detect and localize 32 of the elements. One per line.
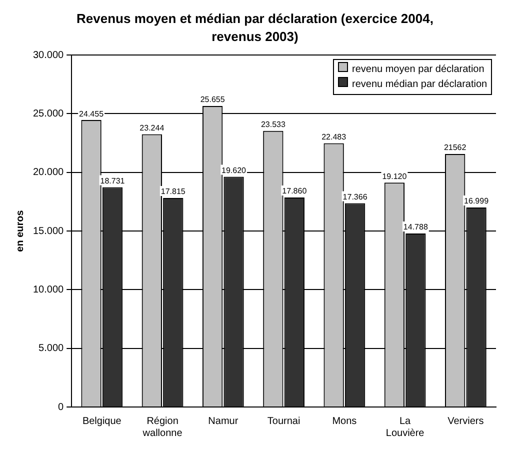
data-label: 16.999 <box>464 196 490 206</box>
y-tick-label: 10.000 <box>32 284 64 296</box>
data-label: 17.815 <box>160 187 186 196</box>
legend-label: revenu moyen par déclaration <box>351 63 486 77</box>
data-label: 22.483 <box>322 132 347 142</box>
x-tick-label: Namur <box>208 416 239 427</box>
data-label: 19.120 <box>382 172 408 181</box>
data-label: 14.788 <box>403 222 428 232</box>
x-tick-label: La Louvière <box>386 416 425 439</box>
data-label: 18.731 <box>100 176 126 186</box>
data-label: 23.533 <box>260 120 286 130</box>
x-tick-label: Mons <box>332 416 357 427</box>
x-tick-label: Belgique <box>82 416 122 427</box>
y-tick-label: 30.000 <box>32 50 64 61</box>
data-label: 24.455 <box>79 109 104 118</box>
data-label: 17.366 <box>342 192 368 202</box>
x-tick-label: Région wallonne <box>142 416 183 439</box>
y-tick-label: 25.000 <box>32 108 64 120</box>
y-tick-label: 0 <box>58 402 64 413</box>
y-axis-title: en euros <box>14 210 26 252</box>
data-label: 17.860 <box>282 186 308 196</box>
y-tick-label: 20.000 <box>32 167 64 178</box>
data-label: 21562 <box>444 143 467 152</box>
data-label: 25.655 <box>200 95 226 104</box>
y-tick-label: 5.000 <box>38 343 64 354</box>
x-tick-label: Tournai <box>267 416 300 427</box>
y-tick-label: 15.000 <box>32 226 64 237</box>
data-label: 19.620 <box>222 166 247 175</box>
x-tick-label: Verviers <box>448 416 484 427</box>
chart-title: Revenus moyen et médian par déclaration (exercice 2004, revenus 2003) <box>76 10 434 46</box>
legend-label: revenu médian par déclaration <box>351 78 488 92</box>
data-label: 23.244 <box>140 123 165 132</box>
